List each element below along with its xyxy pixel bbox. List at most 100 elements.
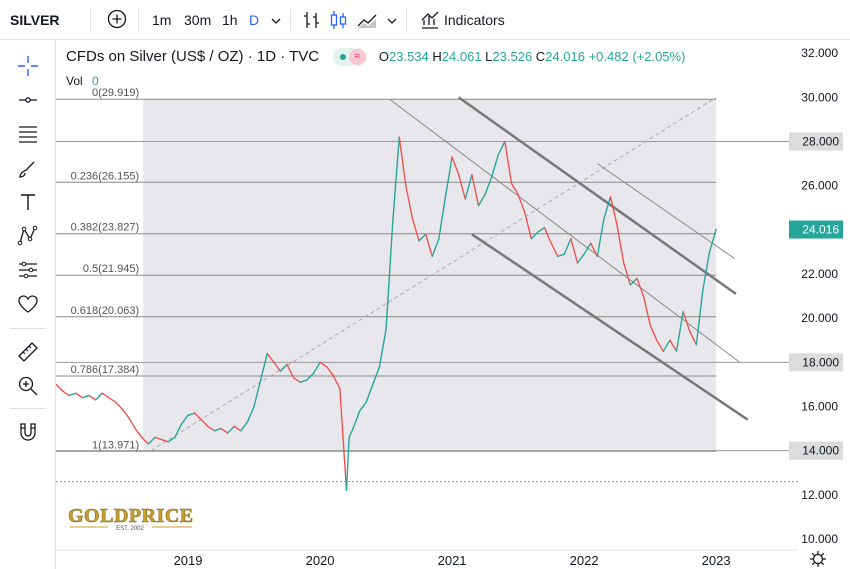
price-segment xyxy=(385,222,394,330)
divider xyxy=(290,9,291,31)
forecast-icon xyxy=(19,261,37,279)
series-title[interactable]: CFDs on Silver (US$ / OZ) · 1D · TVC xyxy=(66,48,320,65)
live-badge[interactable]: ≈ xyxy=(332,48,367,67)
gear-icon xyxy=(810,551,826,567)
price-segment xyxy=(259,352,268,381)
level-badge-bg xyxy=(789,132,843,151)
price-segment xyxy=(306,372,315,381)
candles-icon xyxy=(330,11,347,29)
price-segment xyxy=(438,196,447,240)
y-axis[interactable]: 32.00030.00028.00026.00024.00022.00020.0… xyxy=(789,46,843,546)
open-label: O xyxy=(378,49,389,64)
horizontal-line-tool[interactable] xyxy=(14,86,42,114)
price-segment xyxy=(583,242,592,255)
text-tool[interactable] xyxy=(14,188,42,216)
close-label: C xyxy=(535,49,546,64)
price-segment xyxy=(160,438,169,443)
symbol-search[interactable]: SILVER xyxy=(10,12,60,28)
brush-tool[interactable] xyxy=(14,154,42,182)
interval-d[interactable]: D xyxy=(249,12,260,28)
price-segment xyxy=(240,421,249,432)
crosshair-tool[interactable] xyxy=(14,52,42,80)
price-segment xyxy=(299,379,308,383)
x-tick-label: 2020 xyxy=(306,553,335,568)
drawing-toolbar xyxy=(0,40,56,569)
price-segment xyxy=(702,251,711,291)
candles-style-button[interactable] xyxy=(329,9,349,36)
interval-30m[interactable]: 30m xyxy=(184,12,212,28)
price-segment xyxy=(332,374,341,390)
price-segment xyxy=(246,405,255,423)
ruler-tool[interactable] xyxy=(14,338,42,366)
price-segment xyxy=(530,231,539,240)
price-segment xyxy=(616,224,625,264)
vol-label: Vol xyxy=(66,74,83,88)
trendline xyxy=(471,233,749,421)
fib-level-label: 0.382(23.827) xyxy=(71,222,140,234)
change-value: +0.482 (+2.05%) xyxy=(588,49,686,64)
price-segment xyxy=(114,401,123,410)
forecast-tool[interactable] xyxy=(14,256,42,284)
fib-retracement-tool[interactable] xyxy=(14,120,42,148)
price-segment xyxy=(504,140,513,185)
price-segment xyxy=(629,277,638,286)
pattern-tool[interactable] xyxy=(14,222,42,250)
price-segment xyxy=(312,361,321,375)
price-segment xyxy=(550,242,559,258)
style-dropdown[interactable] xyxy=(386,12,398,32)
y-tick-label: 26.000 xyxy=(801,179,838,193)
price-segment xyxy=(220,427,229,434)
logo-est: EST. 2002 xyxy=(116,526,144,532)
y-tick-label: 10.000 xyxy=(801,532,838,546)
divider xyxy=(90,9,91,31)
plus-circle-icon xyxy=(107,9,127,29)
interval-1m[interactable]: 1m xyxy=(152,12,172,28)
magnet-tool[interactable] xyxy=(14,418,42,446)
price-segment xyxy=(576,253,585,264)
y-tick-label: 12.000 xyxy=(801,488,838,502)
price-segment xyxy=(642,295,651,326)
ohlc-readout: O23.534 H24.061 L23.526 C24.016 +0.482 (… xyxy=(379,49,686,64)
divider xyxy=(10,328,46,329)
bars-icon xyxy=(304,12,319,28)
price-segment xyxy=(358,401,367,412)
horizontal-line-icon xyxy=(19,97,37,103)
price-segment xyxy=(75,392,84,399)
indicators-icon xyxy=(421,11,439,29)
price-segment xyxy=(444,156,453,198)
settings-button[interactable] xyxy=(810,551,826,567)
fib-retracement-icon xyxy=(19,126,37,143)
volume-legend: Vol 0 xyxy=(66,74,99,88)
price-segment xyxy=(471,173,480,207)
interval-dropdown[interactable] xyxy=(270,12,282,32)
price-segment xyxy=(477,193,486,207)
indicators-label[interactable]: Indicators xyxy=(444,12,505,28)
price-segment xyxy=(451,156,460,176)
price-segment xyxy=(154,436,163,441)
add-symbol-button[interactable] xyxy=(106,8,128,35)
favorites-tool[interactable] xyxy=(14,290,42,318)
price-segment xyxy=(609,196,618,227)
indicators-button[interactable] xyxy=(420,9,440,31)
price-segment xyxy=(656,339,665,352)
price-segment xyxy=(365,383,374,403)
price-segment xyxy=(56,383,64,392)
price-segment xyxy=(127,416,136,430)
area-style-button[interactable] xyxy=(356,9,380,36)
price-segment xyxy=(424,233,433,258)
price-segment xyxy=(510,182,519,196)
bar-style-button[interactable] xyxy=(302,9,322,36)
price-segment xyxy=(81,394,90,399)
ruler-icon xyxy=(18,342,38,362)
x-axis[interactable]: 2019 2020 2021 2022 2023 xyxy=(174,553,731,568)
price-segment xyxy=(603,196,612,220)
price-segment xyxy=(61,390,70,397)
high-value: 24.061 xyxy=(441,49,482,64)
zoom-tool[interactable] xyxy=(14,372,42,400)
price-segment xyxy=(134,427,143,439)
price-chart[interactable]: 0(29.919) 0.236(26.155) 0.382(23.827) 0.5(2… xyxy=(56,40,850,569)
chevron-down-icon xyxy=(387,18,397,24)
price-segment xyxy=(339,388,348,492)
price-segment xyxy=(590,242,599,258)
interval-1h[interactable]: 1h xyxy=(222,12,238,28)
